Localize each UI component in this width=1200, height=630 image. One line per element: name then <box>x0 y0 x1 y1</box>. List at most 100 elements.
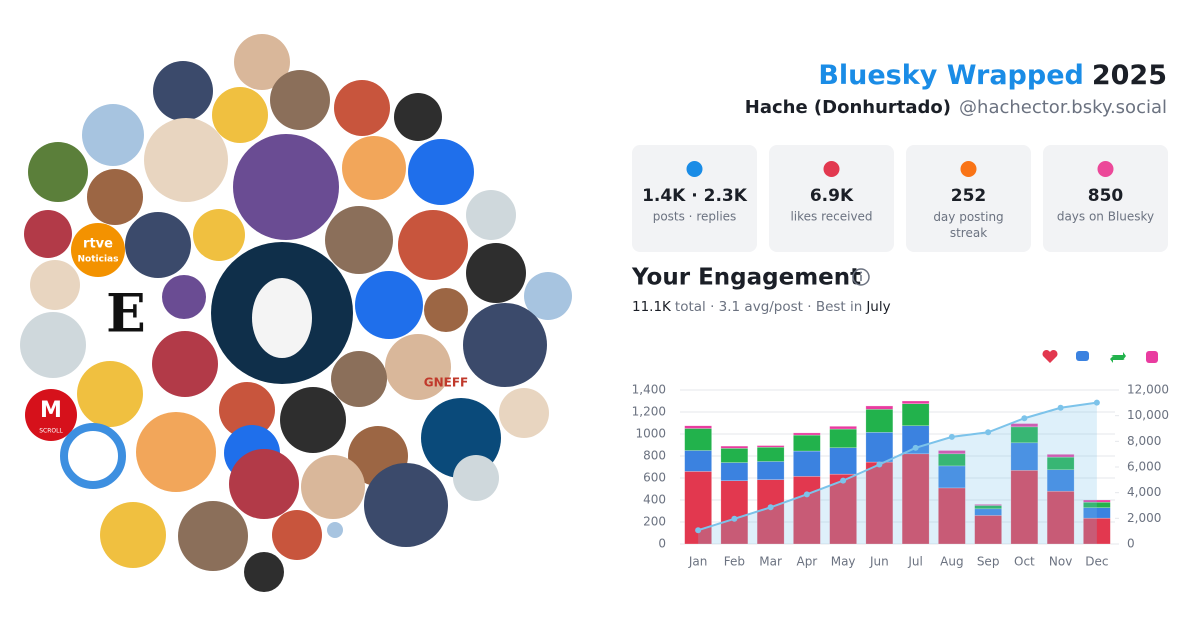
stat-label: likes received <box>790 210 872 224</box>
cumulative-line <box>697 401 1098 532</box>
x-tick-label: Sep <box>977 555 1000 569</box>
bar-segment <box>756 446 785 462</box>
avatar <box>270 70 330 130</box>
x-tick-label: Apr <box>796 555 817 569</box>
avatar-text: E <box>106 284 146 345</box>
cumulative-point <box>1057 404 1064 411</box>
avatar <box>466 243 526 303</box>
avatar <box>398 210 468 280</box>
y-tick-label: 1,400 <box>632 383 666 397</box>
cumulative-point <box>876 461 883 468</box>
x-tick-label: Jun <box>869 555 889 569</box>
bar-segment <box>720 445 749 449</box>
bar-segment <box>793 434 821 452</box>
avatar <box>24 210 72 258</box>
stat-icon <box>823 161 840 177</box>
avatar <box>25 389 77 441</box>
stat-label-line: streak <box>950 226 987 240</box>
y2-tick-label: 6,000 <box>1127 460 1161 474</box>
engagement-title: Your Engagement <box>631 265 861 291</box>
cumulative-point <box>803 491 810 498</box>
avatar <box>301 455 365 519</box>
avatar <box>364 463 448 547</box>
stat-value: 850 <box>1088 186 1124 206</box>
y-tick-label: 1000 <box>635 427 666 441</box>
cumulative-point <box>840 477 847 484</box>
avatar-text: M <box>40 398 62 423</box>
stat-label: posts · replies <box>653 210 737 224</box>
stat-value: 1.4K · 2.3K <box>642 186 748 206</box>
avatar <box>453 455 499 501</box>
avatar <box>60 423 126 489</box>
y2-tick-label: 8,000 <box>1127 434 1161 448</box>
bar-segment <box>901 453 930 545</box>
legend-icon[interactable] <box>1076 351 1089 361</box>
bar-segment <box>720 480 749 545</box>
bar-segment <box>793 476 821 545</box>
stat-label-line: day posting <box>933 210 1003 224</box>
avatar <box>144 118 228 202</box>
avatar <box>394 93 442 141</box>
bar-segment <box>793 432 821 436</box>
avatar <box>87 169 143 225</box>
title: Bluesky Wrapped 2025 <box>818 60 1167 91</box>
avatar <box>28 142 88 202</box>
bar-segment <box>1046 490 1075 545</box>
bar-segment <box>1083 499 1111 503</box>
y-tick-label: 0 <box>658 537 666 551</box>
bar-segment <box>829 428 857 448</box>
avatar <box>234 34 290 90</box>
engagement-text: total · 3.1 avg/post · Best in <box>675 299 862 315</box>
stat-value: 252 <box>951 186 987 206</box>
engagement-total: 11.1K <box>632 299 672 315</box>
y2-tick-label: 2,000 <box>1127 511 1161 525</box>
stat-icon <box>686 161 703 177</box>
info-icon[interactable] <box>852 268 870 286</box>
avatar <box>193 209 245 261</box>
avatar <box>153 61 213 121</box>
avatar <box>229 449 299 519</box>
bar-segment <box>756 445 785 448</box>
avatar-text: rtve <box>83 237 113 252</box>
avatar <box>162 275 206 319</box>
legend-icon[interactable] <box>1042 349 1058 363</box>
avatar <box>280 387 346 453</box>
bar-segment <box>684 450 712 472</box>
title-year: 2025 <box>1092 60 1167 91</box>
legend-icon[interactable] <box>1110 352 1126 363</box>
cumulative-point <box>731 515 738 522</box>
y-tick-label: 400 <box>643 493 666 507</box>
avatar <box>408 139 474 205</box>
bar-segment <box>829 447 857 475</box>
y2-tick-label: 12,000 <box>1127 383 1169 397</box>
x-tick-label: Oct <box>1014 555 1035 569</box>
bar-segment <box>938 450 966 455</box>
cumulative-point <box>767 504 774 511</box>
bar-segment <box>865 461 894 545</box>
bar-segment <box>974 504 1002 506</box>
profile-handle: @hachector.bsky.social <box>959 97 1167 118</box>
bar-segment <box>684 425 712 429</box>
y2-tick-label: 4,000 <box>1127 485 1161 499</box>
cumulative-point <box>948 433 955 440</box>
y-tick-label: 800 <box>643 449 666 463</box>
avatar <box>152 331 218 397</box>
x-tick-label: Mar <box>759 555 782 569</box>
avatar <box>524 272 572 320</box>
cumulative-area <box>698 402 1097 544</box>
bar-segment <box>720 462 749 482</box>
avatar <box>98 290 154 346</box>
bar-segment <box>1010 442 1039 471</box>
avatar-art <box>252 278 312 358</box>
avatar <box>463 303 547 387</box>
legend-icon[interactable] <box>1146 351 1158 363</box>
bar-segment <box>684 428 712 451</box>
engagement-summary: 11.1K total · 3.1 avg/post · Best in July <box>632 299 891 315</box>
avatar <box>327 522 343 538</box>
avatar <box>325 206 393 274</box>
avatar <box>178 501 248 571</box>
x-tick-label: Feb <box>724 555 745 569</box>
y-tick-label: 1,200 <box>632 405 666 419</box>
avatar <box>272 510 322 560</box>
